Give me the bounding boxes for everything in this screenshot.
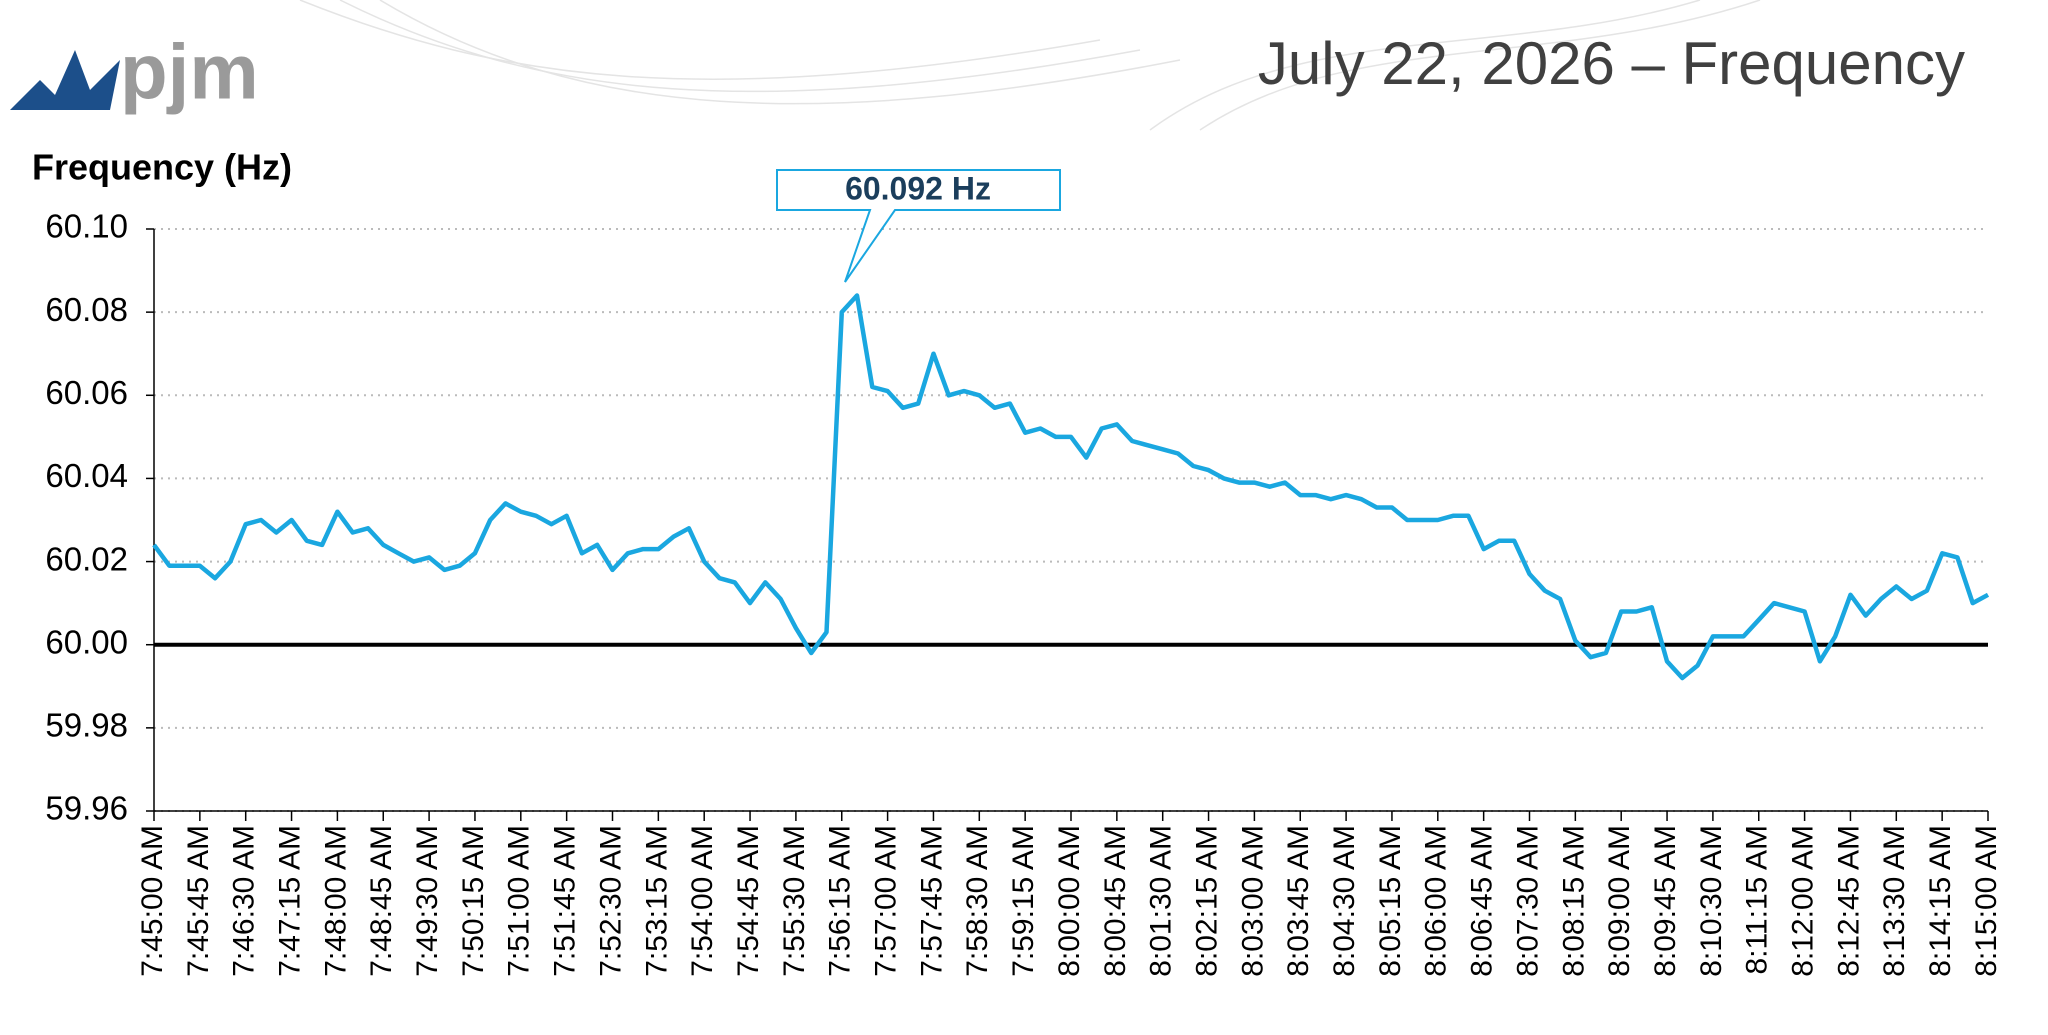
x-tick-label: 7:52:30 AM <box>594 825 627 977</box>
decor-swirl <box>299 0 1761 131</box>
x-tick-label: 8:07:30 AM <box>1511 825 1544 977</box>
annotation-text: 60.092 Hz <box>845 170 991 206</box>
x-tick-label: 8:08:15 AM <box>1557 825 1590 977</box>
y-tick-label: 60.10 <box>45 208 128 245</box>
x-tick-label: 8:04:30 AM <box>1328 825 1361 977</box>
x-tick-label: 8:00:45 AM <box>1099 825 1132 977</box>
x-tick-label: 7:58:30 AM <box>961 825 994 977</box>
x-tick-label: 7:48:45 AM <box>365 825 398 977</box>
x-tick-label: 8:13:30 AM <box>1878 825 1911 977</box>
y-tick-label: 60.00 <box>45 623 128 660</box>
x-tick-label: 8:09:00 AM <box>1603 825 1636 977</box>
x-tick-label: 8:01:30 AM <box>1145 825 1178 977</box>
x-tick-label: 7:51:45 AM <box>549 825 582 977</box>
x-tick-label: 7:54:45 AM <box>732 825 765 977</box>
y-tick-label: 60.02 <box>45 540 128 577</box>
y-tick-label: 59.98 <box>45 707 128 744</box>
x-tick-label: 8:03:00 AM <box>1236 825 1269 977</box>
x-tick-label: 8:14:15 AM <box>1924 825 1957 977</box>
x-tick-label: 8:10:30 AM <box>1695 825 1728 977</box>
x-tick-label: 7:51:00 AM <box>503 825 536 977</box>
annotation: 60.092 Hz <box>776 169 1061 283</box>
x-tick-label: 8:06:45 AM <box>1466 825 1499 977</box>
x-tick-label: 7:59:15 AM <box>1007 825 1040 977</box>
annotation-callout <box>776 169 1061 283</box>
logo: pjm <box>10 28 259 116</box>
y-tick-label: 59.96 <box>45 790 128 827</box>
x-tick-label: 7:50:15 AM <box>457 825 490 977</box>
logo-text: pjm <box>120 28 259 116</box>
y-axis-label: Frequency (Hz) <box>32 147 292 188</box>
series-line <box>152 293 1990 681</box>
x-tick-label: 7:49:30 AM <box>411 825 444 977</box>
x-tick-label: 7:45:45 AM <box>182 825 215 977</box>
logo-icon <box>10 50 120 110</box>
x-tick-label: 7:54:00 AM <box>686 825 719 977</box>
x-tick-label: 8:11:15 AM <box>1741 825 1774 975</box>
y-tick-label: 60.06 <box>45 374 128 411</box>
x-tick-label: 8:05:15 AM <box>1374 825 1407 977</box>
y-tick-label: 60.04 <box>45 457 128 494</box>
x-tick-label: 7:57:45 AM <box>915 825 948 977</box>
x-tick-label: 7:47:15 AM <box>273 825 306 977</box>
x-tick-label: 7:55:30 AM <box>778 825 811 977</box>
x-tick-label: 7:53:15 AM <box>640 825 673 977</box>
x-tick-label: 7:56:15 AM <box>824 825 857 977</box>
x-tick-label: 8:03:45 AM <box>1282 825 1315 977</box>
x-tick-label: 8:00:00 AM <box>1053 825 1086 977</box>
x-tick-label: 8:09:45 AM <box>1649 825 1682 977</box>
chart-title: July 22, 2026 – Frequency <box>1258 30 1965 97</box>
x-tick-label: 8:12:45 AM <box>1832 825 1865 977</box>
y-tick-label: 60.08 <box>45 291 128 328</box>
x-tick-label: 7:48:00 AM <box>319 825 352 977</box>
x-tick-label: 7:45:00 AM <box>136 825 169 977</box>
x-tick-label: 8:02:15 AM <box>1190 825 1223 977</box>
x-tick-label: 8:06:00 AM <box>1420 825 1453 977</box>
x-tick-label: 7:46:30 AM <box>228 825 261 977</box>
x-tick-label: 8:12:00 AM <box>1787 825 1820 977</box>
x-tick-label: 8:15:00 AM <box>1970 825 2003 977</box>
x-tick-label: 7:57:00 AM <box>870 825 903 977</box>
